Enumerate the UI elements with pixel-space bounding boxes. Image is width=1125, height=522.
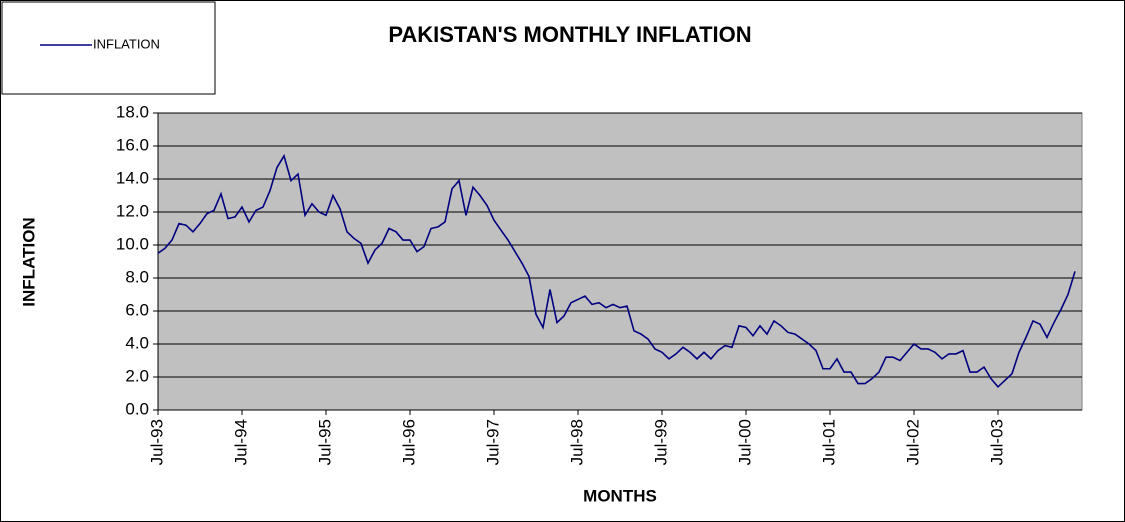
x-tick-label: Jul-98	[567, 419, 586, 465]
chart-title: PAKISTAN'S MONTHLY INFLATION	[388, 22, 751, 47]
x-tick-label: Jul-99	[651, 419, 670, 465]
x-tick-label: Jul-02	[903, 419, 922, 465]
plot-area	[157, 112, 1083, 411]
y-tick-label: 8.0	[125, 267, 149, 286]
y-tick-label: 2.0	[125, 366, 149, 385]
y-tick-label: 14.0	[116, 168, 149, 187]
x-tick-label: Jul-97	[483, 419, 502, 465]
x-tick-label: Jul-03	[987, 419, 1006, 465]
x-tick-label: Jul-93	[147, 419, 166, 465]
y-axis-title: INFLATION	[19, 217, 38, 306]
y-tick-label: 4.0	[125, 333, 149, 352]
x-tick-label: Jul-95	[315, 419, 334, 465]
x-tick-label: Jul-94	[231, 419, 250, 465]
x-tick-label: Jul-96	[399, 419, 418, 465]
legend-label: INFLATION	[93, 36, 160, 51]
y-tick-label: 18.0	[116, 102, 149, 121]
x-axis-title: MONTHS	[583, 486, 657, 505]
y-tick-label: 12.0	[116, 201, 149, 220]
y-tick-label: 6.0	[125, 300, 149, 319]
y-tick-label: 10.0	[116, 234, 149, 253]
y-tick-label: 0.0	[125, 399, 149, 418]
x-tick-label: Jul-01	[819, 419, 838, 465]
y-tick-label: 16.0	[116, 135, 149, 154]
data-line	[157, 153, 1076, 389]
legend-box	[1, 1, 216, 95]
x-tick-label: Jul-00	[735, 419, 754, 465]
